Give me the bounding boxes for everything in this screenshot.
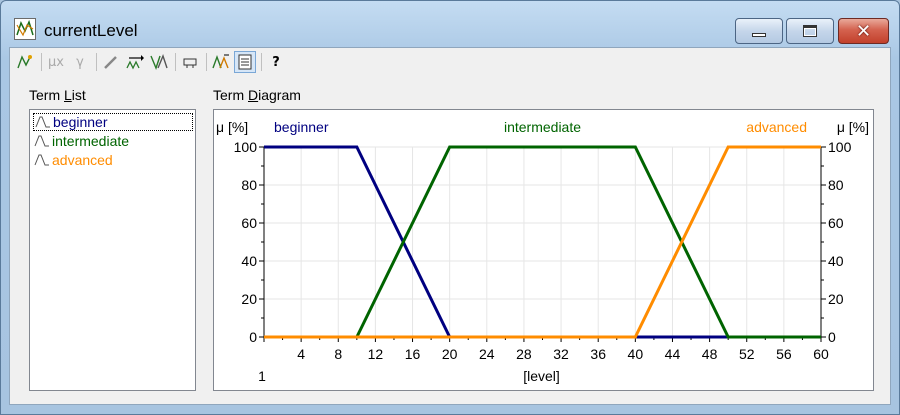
maximize-icon — [803, 25, 817, 37]
shift-icon[interactable] — [124, 51, 146, 73]
toolbar-separator — [96, 53, 97, 71]
series-label-beginner: beginner — [274, 119, 329, 135]
y-axis-label-left: μ [%] — [216, 119, 248, 135]
term-item-label: beginner — [53, 114, 108, 130]
term-item-label: advanced — [52, 152, 113, 168]
y-tick-label-left: 80 — [241, 177, 257, 193]
x-tick-label: 56 — [776, 346, 792, 362]
term-diagram[interactable]: 0 0 20 20 40 40 60 60 80 80 100 100 4 8 12 16 20 24 28 32 36… — [213, 109, 874, 391]
y-tick-label-left: 0 — [249, 329, 257, 345]
toolbar: μx γ ? — [10, 48, 890, 76]
term-wizard-icon[interactable] — [14, 51, 36, 73]
series-line-beginner — [264, 145, 821, 339]
term-icon — [34, 154, 49, 166]
term-diagram-label: Term Diagram — [213, 87, 301, 103]
y-tick-label-right: 40 — [828, 253, 844, 269]
term-icon — [35, 116, 50, 128]
linguistic-icon[interactable] — [148, 51, 170, 73]
term-item-intermediate[interactable]: intermediate — [33, 132, 193, 150]
term-icon — [34, 135, 49, 147]
y-tick-label-left: 20 — [241, 291, 257, 307]
minimize-button[interactable] — [735, 18, 783, 44]
close-icon: ✕ — [855, 20, 872, 42]
series-label-advanced: advanced — [746, 119, 807, 135]
y-tick-label-right: 60 — [828, 215, 844, 231]
gamma-icon[interactable]: γ — [76, 54, 84, 70]
y-tick-label-right: 100 — [828, 139, 852, 155]
series-line-advanced — [264, 145, 821, 339]
x-tick-label: 12 — [368, 346, 384, 362]
y-tick-label-right: 20 — [828, 291, 844, 307]
term-item-label: intermediate — [52, 133, 130, 149]
term-item-beginner[interactable]: beginner — [33, 113, 193, 131]
maximize-button[interactable] — [786, 18, 834, 44]
x-tick-label: 20 — [442, 346, 458, 362]
term-item-advanced[interactable]: advanced — [33, 151, 193, 169]
pen-icon[interactable] — [100, 51, 122, 73]
x-tick-label: 60 — [813, 346, 829, 362]
y-tick-label-right: 0 — [828, 329, 836, 345]
y-axis-label-right: μ [%] — [837, 119, 869, 135]
app-icon — [14, 18, 36, 40]
list-view-icon[interactable] — [234, 51, 256, 73]
x-tick-label: 8 — [334, 346, 342, 362]
x-tick-label: 24 — [479, 346, 495, 362]
x-tick-label: 4 — [297, 346, 305, 362]
y-tick-label-left: 100 — [234, 139, 258, 155]
toolbar-separator — [41, 53, 42, 71]
x-tick-label: 40 — [628, 346, 644, 362]
editor-panel: μx γ ? Term — [9, 47, 891, 405]
x-tick-label: 44 — [665, 346, 681, 362]
range-icon[interactable] — [179, 51, 201, 73]
toolbar-separator — [206, 53, 207, 71]
toolbar-separator — [175, 53, 176, 71]
x-start-label: 1 — [258, 368, 266, 384]
x-tick-label: 16 — [405, 346, 421, 362]
x-tick-label: 36 — [590, 346, 606, 362]
term-edit-icon[interactable] — [210, 51, 232, 73]
y-tick-label-right: 80 — [828, 177, 844, 193]
mu-x-icon[interactable]: μx — [48, 54, 64, 70]
x-axis-label: [level] — [523, 368, 560, 384]
series-line-intermediate — [264, 145, 821, 339]
close-button[interactable]: ✕ — [838, 18, 889, 44]
term-list-label: Term List — [29, 87, 86, 103]
y-tick-label-left: 60 — [241, 215, 257, 231]
window-title: currentLevel — [44, 21, 138, 40]
x-tick-label: 52 — [739, 346, 755, 362]
toolbar-separator — [261, 53, 262, 71]
x-tick-label: 48 — [702, 346, 718, 362]
x-tick-label: 32 — [553, 346, 569, 362]
y-tick-label-left: 40 — [241, 253, 257, 269]
series-label-intermediate: intermediate — [504, 119, 581, 135]
term-list[interactable]: beginner intermediate advanced — [29, 109, 196, 391]
help-icon[interactable]: ? — [272, 54, 280, 70]
title-bar[interactable]: currentLevel ✕ — [1, 1, 899, 47]
x-tick-label: 28 — [516, 346, 532, 362]
minimize-icon — [752, 33, 766, 37]
